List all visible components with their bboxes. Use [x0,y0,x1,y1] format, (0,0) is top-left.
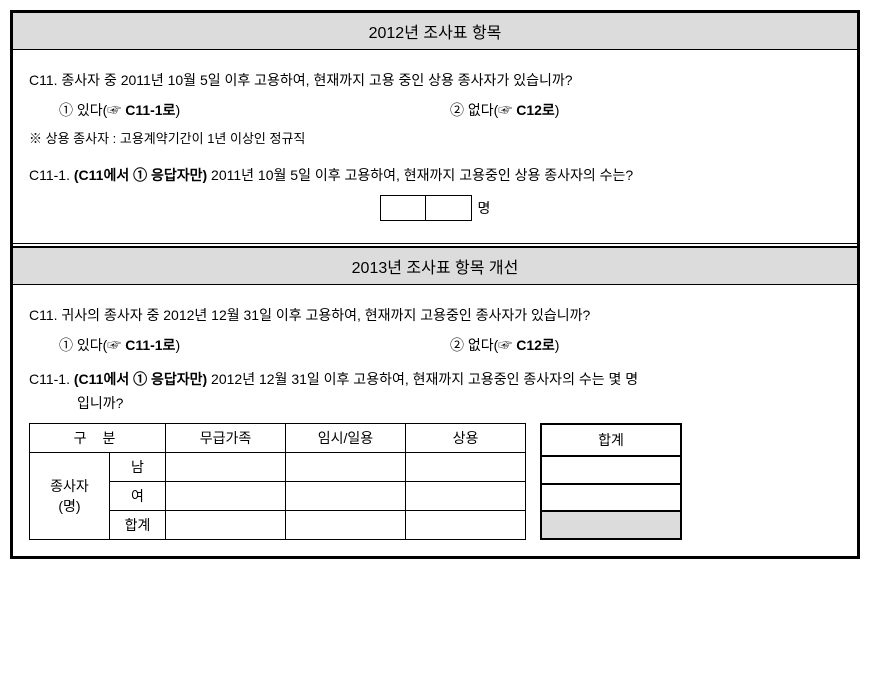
subq-bold-2013: (C11에서 ① 응답자만) [74,371,207,387]
total-r1[interactable] [541,456,681,484]
header-2013: 2013년 조사표 항목 개선 [13,247,857,285]
cell-t-a[interactable] [166,511,286,540]
col-group-header: 구 분 [30,424,166,453]
opt2-suffix-2013: ) [555,337,560,353]
cell-f-a[interactable] [166,482,286,511]
row-m-label: 남 [110,453,166,482]
q-c11-1-2012: C11-1. (C11에서 ① 응답자만) 2011년 10월 5일 이후 고용… [29,165,841,185]
count-unit-2012: 명 [478,198,491,218]
employee-table: 구 분 무급가족 임시/일용 상용 종사자 (명) 남 여 [29,423,526,540]
opt1-bold-2013: C11-1로 [125,337,175,353]
cell-m-b[interactable] [286,453,406,482]
col-b-header: 임시/일용 [286,424,406,453]
cell-f-c[interactable] [406,482,526,511]
subq-bold: (C11에서 ① 응답자만) [74,167,207,183]
count-row-2012: 명 [29,195,841,223]
cell-t-b[interactable] [286,511,406,540]
q-c11-2013: C11. 귀사의 종사자 중 2012년 12월 31일 이후 고용하여, 현재… [29,305,841,325]
section-2013: C11. 귀사의 종사자 중 2012년 12월 31일 이후 고용하여, 현재… [13,285,857,556]
header-2012: 2012년 조사표 항목 [13,13,857,50]
opt1-bold: C11-1로 [125,102,175,118]
table-row: 종사자 (명) 남 [30,453,526,482]
row-group-unit: (명) [36,496,103,516]
tables-wrap: 구 분 무급가족 임시/일용 상용 종사자 (명) 남 여 [29,423,841,540]
col-a-header: 무급가족 [166,424,286,453]
document-frame: 2012년 조사표 항목 C11. 종사자 중 2011년 10월 5일 이후 … [10,10,860,559]
cell-m-c[interactable] [406,453,526,482]
total-table: 합계 [540,423,682,540]
options-2012: ① 있다(☞ C11-1로) ② 없다(☞ C12로) [59,100,841,120]
option-no-2013: ② 없다(☞ C12로) [450,335,841,355]
subq-prefix: C11-1. [29,167,74,183]
opt2-prefix: ② 없다(☞ [450,102,516,118]
total-header: 합계 [541,424,681,456]
total-r3[interactable] [541,511,681,539]
subq-rest: 2011년 10월 5일 이후 고용하여, 현재까지 고용중인 상용 종사자의 … [207,167,633,183]
col-c-header: 상용 [406,424,526,453]
row-group-label: 종사자 (명) [30,453,110,540]
opt2-bold-2013: C12로 [516,337,555,353]
cell-t-c[interactable] [406,511,526,540]
opt1-prefix: ① 있다(☞ [59,102,125,118]
cell-m-a[interactable] [166,453,286,482]
opt1-suffix: ) [175,102,180,118]
q-c11-1-2013: C11-1. (C11에서 ① 응답자만) 2012년 12월 31일 이후 고… [29,369,841,413]
option-no-2012: ② 없다(☞ C12로) [450,100,841,120]
option-yes-2012: ① 있다(☞ C11-1로) [59,100,450,120]
q-c11-2012: C11. 종사자 중 2011년 10월 5일 이후 고용하여, 현재까지 고용… [29,70,841,90]
subq-rest-2013: 2012년 12월 31일 이후 고용하여, 현재까지 고용중인 종사자의 수는… [207,371,638,387]
opt2-suffix: ) [555,102,560,118]
count-box-2[interactable] [426,196,471,220]
options-2013: ① 있다(☞ C11-1로) ② 없다(☞ C12로) [59,335,841,355]
section-2012: C11. 종사자 중 2011년 10월 5일 이후 고용하여, 현재까지 고용… [13,50,857,243]
opt2-prefix-2013: ② 없다(☞ [450,337,516,353]
total-r2[interactable] [541,484,681,512]
row-total-label: 합계 [110,511,166,540]
note-2012: ※ 상용 종사자 : 고용계약기간이 1년 이상인 정규직 [29,128,841,147]
cell-f-b[interactable] [286,482,406,511]
subq-prefix-2013: C11-1. [29,371,74,387]
opt1-suffix-2013: ) [175,337,180,353]
row-group-label-text: 종사자 [36,476,103,496]
opt2-bold: C12로 [516,102,555,118]
option-yes-2013: ① 있다(☞ C11-1로) [59,335,450,355]
count-box-1[interactable] [381,196,426,220]
opt1-prefix-2013: ① 있다(☞ [59,337,125,353]
row-f-label: 여 [110,482,166,511]
subq-rest2-2013: 입니까? [77,393,841,413]
count-boxes-2012 [380,195,472,221]
